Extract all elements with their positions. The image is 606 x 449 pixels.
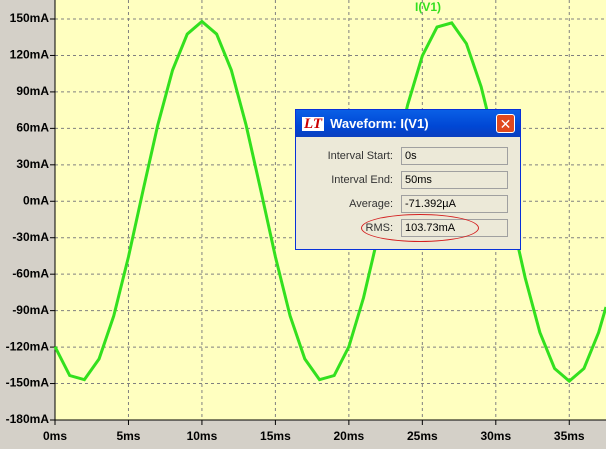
x-tick-label: 35ms bbox=[554, 429, 585, 443]
x-tick-label: 5ms bbox=[116, 429, 140, 443]
x-tick-label: 10ms bbox=[187, 429, 218, 443]
title-bar: LT Waveform: I(V1) bbox=[296, 110, 520, 137]
y-tick-label: -30mA bbox=[12, 230, 49, 244]
field-row: Interval End: 50ms bbox=[296, 171, 522, 191]
highlight-ellipse bbox=[361, 214, 479, 242]
dialog-title: Waveform: I(V1) bbox=[330, 116, 429, 131]
y-tick-label: 120mA bbox=[10, 48, 50, 62]
field-row: Average: -71.392µA bbox=[296, 195, 522, 215]
y-tick-label: 60mA bbox=[16, 121, 49, 135]
field-row: Interval Start: 0s bbox=[296, 147, 522, 167]
x-tick-label: 15ms bbox=[260, 429, 291, 443]
y-tick-label: 30mA bbox=[16, 157, 49, 171]
field-label: Average: bbox=[349, 198, 393, 210]
close-button[interactable]: ✕ bbox=[496, 114, 515, 133]
y-tick-label: 150mA bbox=[10, 11, 50, 25]
field-value: -71.392µA bbox=[401, 195, 508, 213]
field-label: Interval End: bbox=[331, 174, 393, 186]
field-value: 50ms bbox=[401, 171, 508, 189]
field-value: 0s bbox=[401, 147, 508, 165]
x-tick-label: 0ms bbox=[43, 429, 67, 443]
x-tick-label: 20ms bbox=[334, 429, 365, 443]
field-label: Interval Start: bbox=[327, 150, 393, 162]
app-icon: LT bbox=[302, 115, 325, 132]
y-tick-label: -90mA bbox=[12, 303, 49, 317]
y-tick-label: -120mA bbox=[6, 339, 50, 353]
x-tick-label: 30ms bbox=[480, 429, 511, 443]
y-tick-label: 0mA bbox=[23, 193, 49, 207]
waveform-dialog: LT Waveform: I(V1) ✕ Interval Start: 0s Int… bbox=[295, 109, 521, 250]
y-tick-label: -150mA bbox=[6, 376, 50, 390]
y-tick-label: -180mA bbox=[6, 412, 50, 426]
series-line bbox=[53, 19, 606, 384]
x-tick-label: 25ms bbox=[407, 429, 438, 443]
y-tick-label: -60mA bbox=[12, 266, 49, 280]
y-tick-label: 90mA bbox=[16, 84, 49, 98]
legend-entry: I(V1) bbox=[415, 0, 441, 14]
